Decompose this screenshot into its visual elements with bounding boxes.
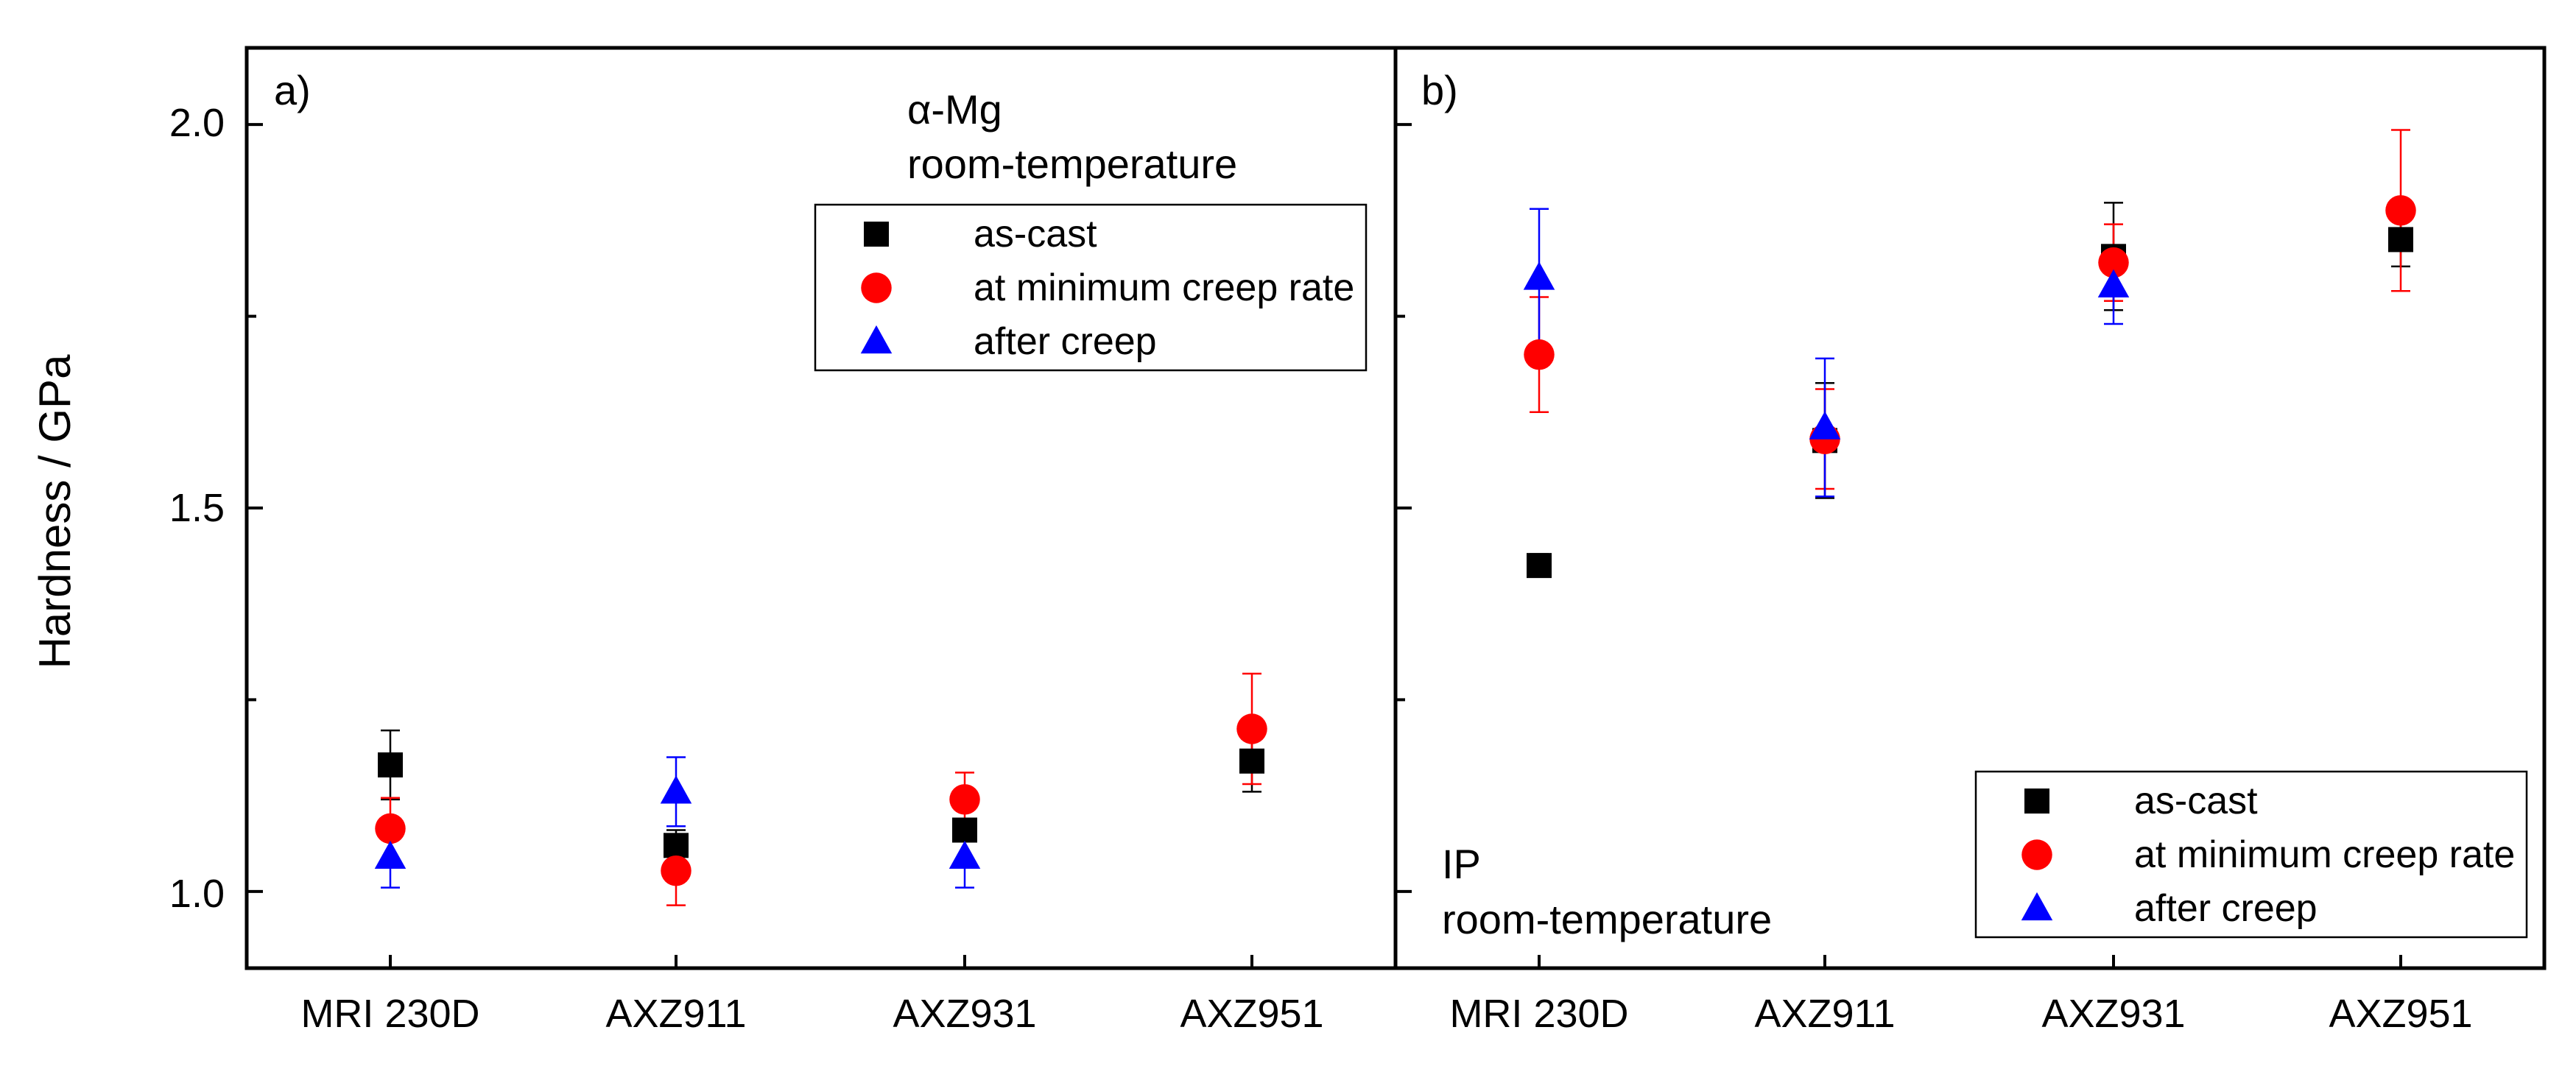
panel-b-x-label-axz911: AXZ911	[1754, 992, 1895, 1036]
panel-a	[247, 123, 1267, 968]
panel-a-legend-symbol-as-cast	[864, 222, 889, 247]
panel-a-after-creep-axz911-point	[660, 775, 692, 804]
panel-a-as-cast-axz931-point	[952, 817, 977, 843]
panel-a-at-minimum-creep-rate-mri-230d-point	[375, 813, 406, 844]
panel-a-x-label-axz931: AXZ931	[893, 992, 1036, 1036]
panel-b-as-cast-mri-230d-point	[1527, 553, 1552, 579]
panel-b-label: b)	[1421, 67, 1458, 113]
panel-a-x-label-axz911: AXZ911	[605, 992, 746, 1036]
panel-a-after-creep-axz931-point	[949, 840, 981, 869]
panel-a-legend	[860, 222, 893, 354]
panel-a-legend-label-after-creep: after creep	[974, 320, 1157, 363]
panel-a-legend-box	[814, 203, 1368, 372]
panel-b-at-minimum-creep-rate-axz951-point	[2385, 195, 2416, 226]
panel-a-after-creep-mri-230d-point	[374, 840, 407, 869]
panel-b-legend-label-as-cast: as-cast	[2134, 780, 2258, 822]
panel-a-as-cast-mri-230d-point	[378, 752, 403, 777]
panel-a-legend-label-as-cast: as-cast	[974, 213, 1097, 255]
panel-b-annotation-phase: IP	[1442, 841, 1481, 887]
panel-b-at-minimum-creep-rate-mri-230d-point	[1524, 339, 1555, 370]
panel-a-legend-symbol-after-creep	[860, 325, 893, 354]
panel-b-after-creep-axz931-point	[2097, 269, 2130, 297]
panel-b-annotation-temperature: room-temperature	[1442, 896, 1772, 942]
panel-b-legend-symbol-as-cast	[2024, 788, 2049, 814]
panel-a-at-minimum-creep-rate-axz911-point	[661, 855, 691, 886]
panel-b-x-label-axz951: AXZ951	[2329, 992, 2472, 1036]
panel-b-after-creep-axz911-point	[1809, 411, 1841, 440]
panel-a-at-minimum-creep-rate-axz951-point	[1236, 713, 1267, 744]
panel-b-legend-label-min-creep: at minimum creep rate	[2134, 833, 2515, 876]
y-axis-title: Hardness / GPa	[30, 354, 80, 668]
panel-b-x-label-mri230d: MRI 230D	[1449, 992, 1628, 1036]
panel-b-x-label-axz931: AXZ931	[2041, 992, 2185, 1036]
panel-a-annotation-phase: α-Mg	[907, 86, 1002, 133]
panel-b-legend	[2021, 788, 2053, 921]
panel-b-legend-box	[1974, 770, 2528, 939]
panel-a-annotation-temperature: room-temperature	[907, 141, 1237, 187]
panel-a-at-minimum-creep-rate-axz931-point	[949, 784, 980, 815]
panel-a-as-cast-axz911-point	[664, 833, 689, 858]
panel-a-legend-label-min-creep: at minimum creep rate	[974, 267, 1354, 309]
y-tick-label-1-5: 1.5	[169, 486, 225, 530]
panel-b-after-creep-mri-230d-point	[1523, 261, 1555, 290]
panel-b-legend-symbol-at-minimum-creep-rate	[2021, 839, 2052, 870]
panel-b-as-cast-axz951-point	[2388, 227, 2413, 253]
panel-b-frame	[1393, 46, 2547, 970]
panel-b-legend-label-after-creep: after creep	[2134, 887, 2318, 930]
panel-a-label: a)	[274, 67, 311, 113]
panel-b-legend-symbol-after-creep	[2021, 892, 2053, 921]
panel-a-x-label-axz951: AXZ951	[1180, 992, 1323, 1036]
panel-a-as-cast-axz951-point	[1239, 748, 1264, 774]
panel-a-x-label-mri230d: MRI 230D	[300, 992, 479, 1036]
panel-a-legend-symbol-at-minimum-creep-rate	[861, 272, 892, 303]
y-tick-label-2-0: 2.0	[169, 101, 225, 145]
panel-b-at-minimum-creep-rate-axz931-point	[2098, 247, 2129, 278]
panel-b	[1396, 123, 2416, 968]
y-tick-label-1-0: 1.0	[169, 872, 225, 916]
